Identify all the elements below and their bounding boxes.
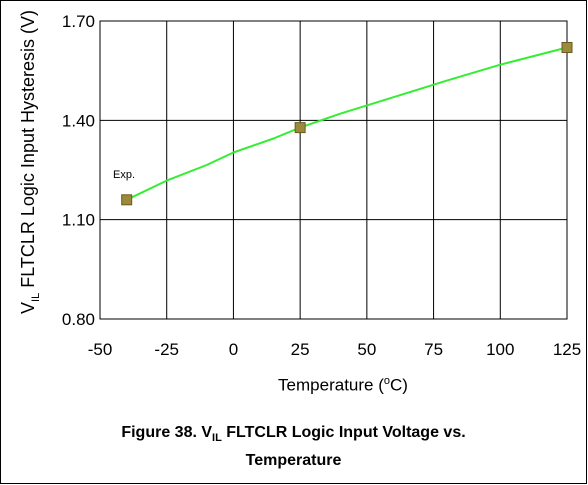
x-tick-label-3: 25 — [291, 340, 310, 359]
x-axis-label-pre: Temperature ( — [278, 375, 384, 395]
plot-area — [99, 20, 568, 320]
y-axis-label: VIL FLTCLR Logic Input Hysteresis (V) — [18, 10, 42, 314]
y-tick-label-3: 1.70 — [62, 12, 95, 31]
measured-points — [121, 41, 573, 206]
y-tick-label-1: 1.10 — [62, 211, 95, 230]
y-tick-label-2: 1.40 — [62, 111, 95, 130]
x-tick-label-6: 100 — [486, 340, 514, 359]
x-tick-label-4: 50 — [357, 340, 376, 359]
y-axis-label-subscript: IL — [29, 292, 42, 302]
caption-subscript: IL — [212, 432, 222, 445]
x-tick-label-0: -50 — [88, 340, 113, 359]
y-axis-label-rest: FLTCLR Logic Input Hysteresis (V) — [18, 10, 39, 293]
measured-point-1 — [294, 122, 306, 134]
figure-caption-line1: Figure 38. VIL FLTCLR Logic Input Voltag… — [0, 424, 587, 444]
x-axis-label-post: C) — [390, 375, 408, 395]
x-tick-labels: -50 -25 0 25 50 75 100 125 — [88, 340, 581, 359]
caption-post: FLTCLR Logic Input Voltage vs. — [221, 424, 466, 441]
figure-caption-line2: Temperature — [245, 452, 342, 469]
x-axis-label-degree: o — [383, 375, 390, 387]
measured-point-0 — [121, 194, 133, 206]
x-tick-label-2: 0 — [229, 340, 238, 359]
gridlines — [100, 21, 567, 319]
x-tick-label-7: 125 — [553, 340, 581, 359]
x-tick-label-1: -25 — [154, 340, 179, 359]
y-axis-label-prefix: V — [18, 301, 39, 314]
y-tick-labels: 0.80 1.10 1.40 1.70 — [62, 12, 95, 329]
x-tick-label-5: 75 — [424, 340, 443, 359]
annotation-exp: Exp. — [113, 169, 135, 181]
measured-point-2 — [561, 41, 573, 53]
x-axis-label: Temperature (oC) — [278, 375, 408, 396]
y-tick-label-0: 0.80 — [62, 310, 95, 329]
caption-pre: Figure 38. V — [121, 424, 213, 441]
